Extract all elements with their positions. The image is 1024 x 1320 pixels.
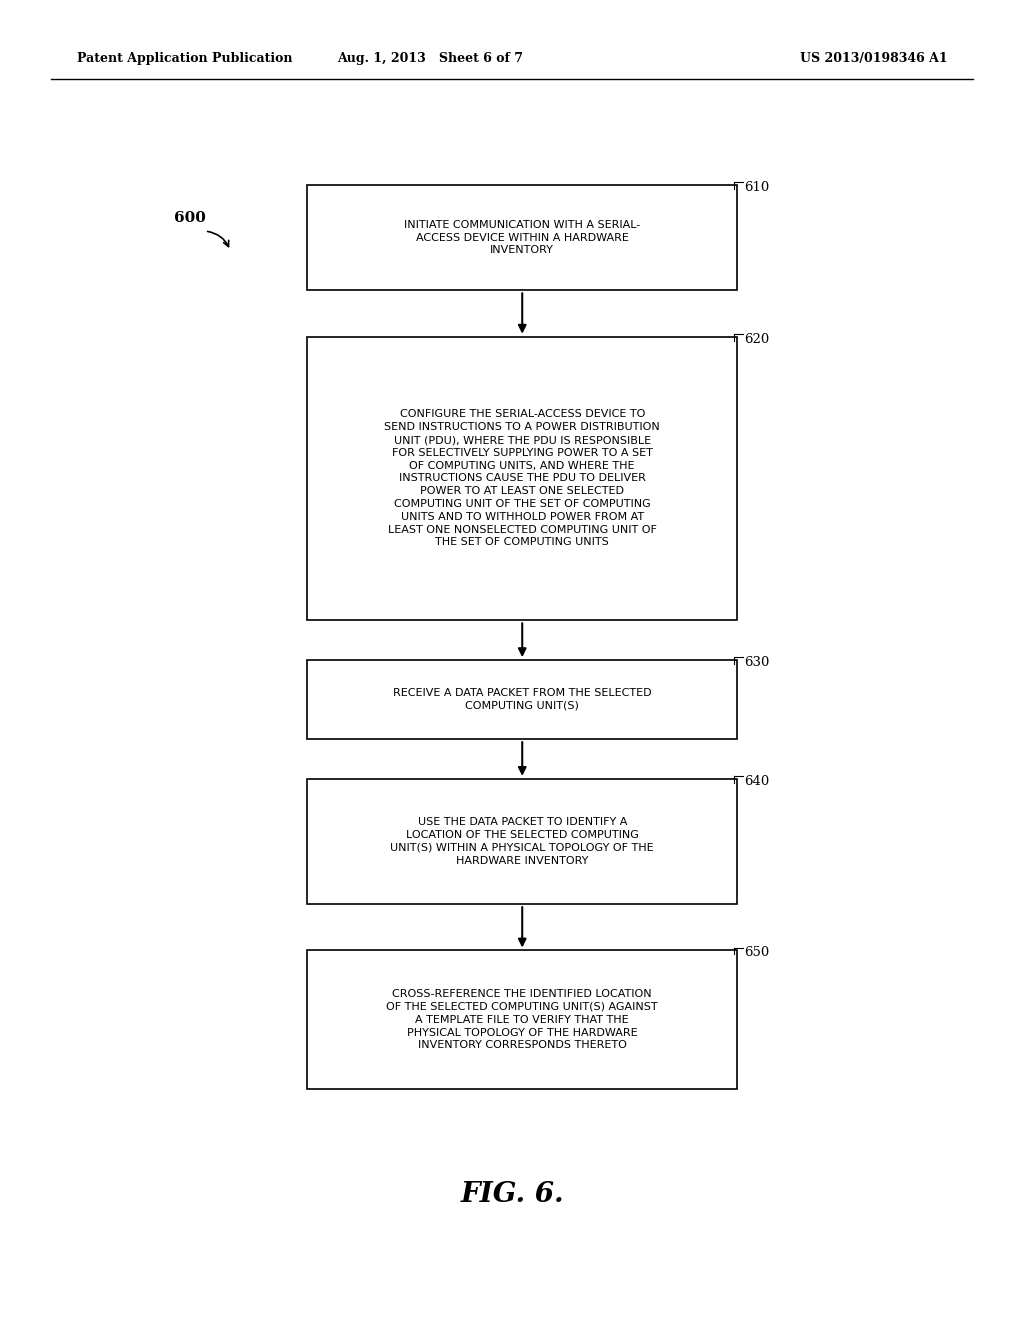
FancyBboxPatch shape — [307, 185, 737, 290]
Text: RECEIVE A DATA PACKET FROM THE SELECTED
COMPUTING UNIT(S): RECEIVE A DATA PACKET FROM THE SELECTED … — [393, 688, 651, 711]
Text: 640: 640 — [744, 775, 770, 788]
Text: FIG. 6.: FIG. 6. — [460, 1181, 564, 1208]
FancyBboxPatch shape — [307, 337, 737, 620]
Text: USE THE DATA PACKET TO IDENTIFY A
LOCATION OF THE SELECTED COMPUTING
UNIT(S) WIT: USE THE DATA PACKET TO IDENTIFY A LOCATI… — [390, 817, 654, 866]
FancyBboxPatch shape — [307, 950, 737, 1089]
Text: 600: 600 — [173, 211, 206, 224]
Text: CROSS-REFERENCE THE IDENTIFIED LOCATION
OF THE SELECTED COMPUTING UNIT(S) AGAINS: CROSS-REFERENCE THE IDENTIFIED LOCATION … — [386, 989, 658, 1051]
Text: Aug. 1, 2013   Sheet 6 of 7: Aug. 1, 2013 Sheet 6 of 7 — [337, 51, 523, 65]
Text: 620: 620 — [744, 333, 770, 346]
Text: CONFIGURE THE SERIAL-ACCESS DEVICE TO
SEND INSTRUCTIONS TO A POWER DISTRIBUTION
: CONFIGURE THE SERIAL-ACCESS DEVICE TO SE… — [384, 409, 660, 548]
Text: 630: 630 — [744, 656, 770, 669]
Text: US 2013/0198346 A1: US 2013/0198346 A1 — [800, 51, 947, 65]
Text: Patent Application Publication: Patent Application Publication — [77, 51, 292, 65]
Text: 650: 650 — [744, 946, 770, 960]
Text: 610: 610 — [744, 181, 770, 194]
FancyBboxPatch shape — [307, 660, 737, 739]
FancyBboxPatch shape — [307, 779, 737, 904]
Text: INITIATE COMMUNICATION WITH A SERIAL-
ACCESS DEVICE WITHIN A HARDWARE
INVENTORY: INITIATE COMMUNICATION WITH A SERIAL- AC… — [404, 220, 640, 255]
